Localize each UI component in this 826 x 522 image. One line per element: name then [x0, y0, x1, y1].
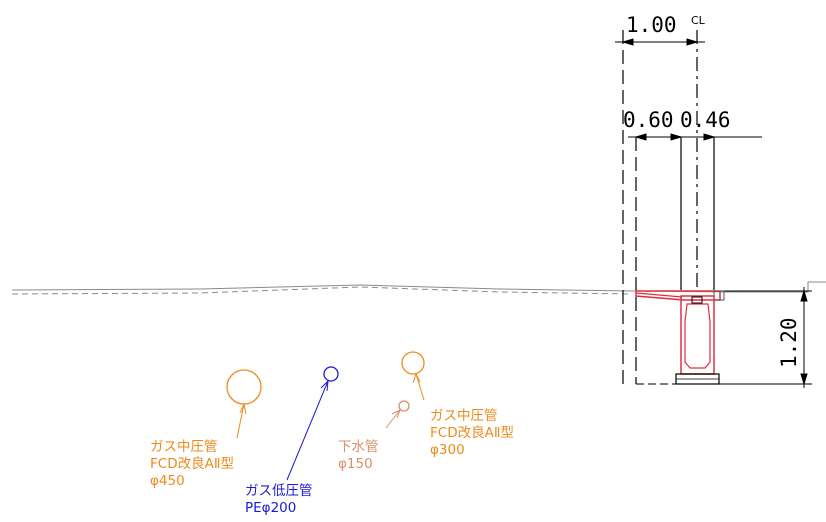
- reference-lines: [622, 30, 715, 390]
- ground-line-dashed: [11, 286, 631, 295]
- depth-arrow-top: [800, 289, 808, 302]
- pipe-label-line-2: FCD改良AⅡ型: [430, 425, 514, 441]
- pipe-sewer-150: 下水管 φ150: [338, 400, 410, 472]
- right-width-arrow-right: [703, 133, 716, 141]
- leader-arrow: [391, 408, 401, 419]
- ground-surface: [11, 281, 826, 295]
- gutter-box-inner: [684, 303, 711, 369]
- total-width-arrow-left: [621, 38, 634, 46]
- gutter-inlet: [691, 296, 703, 304]
- leader-arrow: [239, 402, 247, 415]
- pipe-circle: [323, 366, 339, 382]
- pipe-circle: [398, 400, 410, 412]
- pipe-label-line-1: 下水管: [338, 439, 379, 455]
- pipe-label-line-1: ガス中圧管: [430, 408, 498, 424]
- gutter-slab-top: [635, 292, 683, 298]
- right-width-text: 0.46: [680, 108, 731, 132]
- gutter-structure: [635, 290, 725, 385]
- pipe-gas-mp-450: ガス中圧管 FCD改良AⅡ型 φ450: [150, 369, 262, 489]
- left-width-arrow-left: [634, 133, 647, 141]
- leader-line: [286, 380, 329, 481]
- left-width-arrow-right: [670, 133, 683, 141]
- leader-line: [236, 403, 245, 439]
- pipe-gas-mp-300: ガス中圧管 FCD改良AⅡ型 φ300: [401, 351, 514, 458]
- dimension-lines: [615, 38, 812, 388]
- left-width-text: 0.60: [623, 108, 674, 132]
- centerline-mark: CL: [691, 14, 706, 27]
- pipe-label-line-3: φ450: [150, 473, 185, 489]
- total-width-text: 1.00: [626, 13, 677, 37]
- leader-line: [415, 373, 425, 401]
- depth-text: 1.20: [777, 317, 801, 368]
- pipe-gas-lp-200: ガス低圧管 PEφ200: [245, 366, 339, 516]
- pipe-label-line-3: φ300: [430, 442, 465, 458]
- pipe-label-line-1: ガス低圧管: [245, 483, 313, 499]
- leader-arrow: [320, 379, 329, 392]
- pipe-circle: [226, 369, 262, 405]
- pipe-label-line-2: φ150: [338, 456, 373, 472]
- leader-line: [385, 409, 401, 429]
- pipe-label-line-1: ガス中圧管: [150, 439, 218, 455]
- pipe-label-line-2: PEφ200: [245, 500, 296, 516]
- depth-arrow-bottom: [800, 373, 808, 386]
- total-width-arrow-right: [686, 38, 699, 46]
- pipe-circle: [401, 351, 425, 375]
- leader-arrow: [412, 372, 421, 384]
- pipe-label-line-2: FCD改良AⅡ型: [150, 456, 234, 472]
- ground-line-solid: [11, 281, 826, 293]
